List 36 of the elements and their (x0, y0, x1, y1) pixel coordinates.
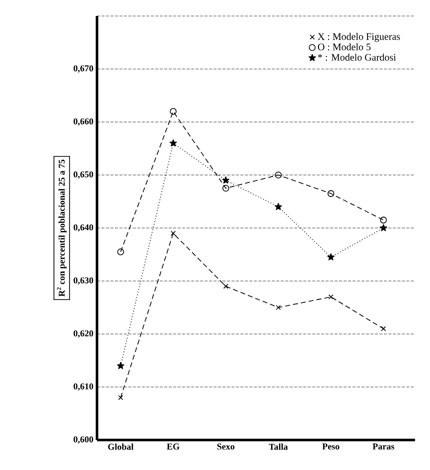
y-tick-label: 0,600 (74, 436, 94, 444)
legend-label: * : Modelo Gardosi (318, 54, 396, 61)
point (170, 108, 177, 115)
x-tick-label: Global (108, 444, 134, 450)
x-tick-label: Sexo (217, 444, 234, 450)
point (170, 230, 176, 236)
point (380, 326, 386, 332)
y-axis-title: R$^{2}$ con percentil poblacional 25 a 75 (56, 160, 67, 297)
legend-label: X : Modelo Figueras (318, 32, 400, 42)
point (116, 362, 124, 370)
point (276, 304, 281, 310)
y-tick-label: 0,620 (74, 330, 94, 338)
point (328, 294, 334, 300)
x-tick-label: Talla (268, 444, 288, 450)
y-tick-label: 0,640 (74, 224, 94, 232)
x-tick-label: Paras (372, 444, 394, 450)
legend-label: O : Modelo 5 (318, 43, 371, 50)
point (223, 284, 228, 289)
y-tick-label: 0,610 (74, 383, 94, 391)
point (222, 184, 230, 192)
y-tick-label: 0,660 (74, 118, 94, 126)
point (222, 176, 230, 184)
x-tick-label: EG (166, 444, 180, 450)
point (118, 395, 124, 400)
y-tick-label: 0,650 (74, 171, 94, 179)
point (274, 202, 282, 210)
point (380, 224, 388, 232)
point (328, 190, 334, 197)
x-tick-label: Peso (322, 444, 340, 450)
point (117, 248, 124, 256)
point (274, 172, 282, 178)
point (380, 216, 387, 224)
y-tick-label: 0,630 (74, 277, 94, 285)
point (327, 253, 335, 260)
point (170, 139, 177, 146)
y-tick-label: 0,670 (74, 65, 94, 73)
